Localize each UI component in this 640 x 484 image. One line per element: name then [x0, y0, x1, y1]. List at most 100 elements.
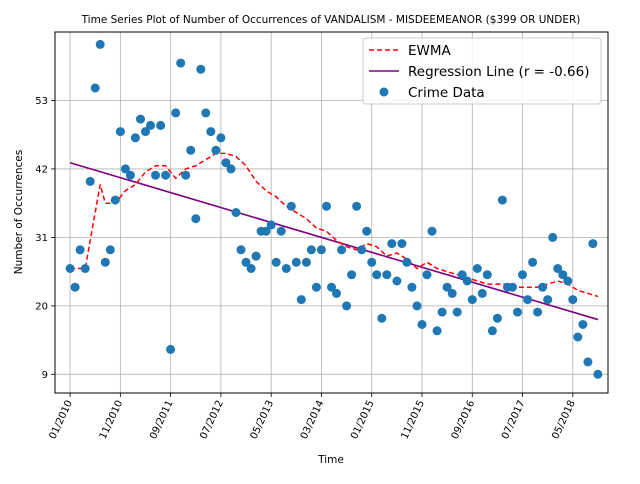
- ewma-series: [70, 152, 599, 298]
- data-point: [206, 127, 216, 137]
- data-point: [211, 145, 221, 155]
- x-tick-label: 01/2010: [48, 399, 76, 441]
- data-point: [472, 264, 482, 273]
- data-point: [196, 64, 206, 74]
- data-point: [95, 39, 105, 49]
- data-point: [100, 257, 110, 267]
- data-point: [110, 195, 120, 205]
- data-point: [392, 276, 402, 286]
- data-point: [176, 58, 186, 68]
- data-point: [342, 301, 352, 311]
- data-point: [251, 251, 261, 261]
- x-tick-label: 07/2012: [198, 399, 226, 441]
- data-point: [311, 282, 321, 292]
- data-point: [120, 164, 130, 174]
- data-point: [397, 239, 407, 249]
- data-point: [171, 108, 181, 118]
- data-point: [241, 257, 251, 267]
- data-point: [558, 270, 568, 280]
- data-point: [407, 282, 417, 292]
- data-point: [447, 288, 457, 298]
- data-point: [186, 145, 196, 155]
- data-point: [382, 270, 392, 280]
- data-point: [538, 282, 548, 292]
- data-point: [508, 282, 517, 292]
- x-tick-label: 01/2015: [349, 399, 377, 441]
- data-point: [477, 288, 487, 298]
- data-point: [296, 295, 306, 305]
- data-point: [367, 257, 377, 267]
- data-point: [482, 270, 492, 280]
- data-point: [221, 158, 231, 168]
- data-point: [357, 245, 367, 255]
- data-point: [593, 369, 603, 379]
- data-point: [412, 301, 422, 311]
- data-point: [467, 295, 477, 305]
- data-point: [191, 214, 201, 224]
- x-tick-label: 05/2018: [550, 399, 578, 441]
- legend-ewma-label: EWMA: [408, 43, 452, 59]
- y-axis-ticks: 9 20 31 42 53: [35, 96, 55, 381]
- data-point: [437, 307, 447, 317]
- data-point: [90, 83, 100, 93]
- x-tick-label: 09/2016: [450, 399, 478, 441]
- data-point: [146, 120, 155, 130]
- data-point: [266, 220, 276, 230]
- data-point: [327, 282, 336, 292]
- data-point: [347, 270, 357, 280]
- data-point: [492, 313, 502, 323]
- x-tick-label: 03/2014: [299, 399, 327, 441]
- data-point: [332, 288, 341, 298]
- data-point: [130, 133, 140, 143]
- regression-series: [69, 161, 599, 321]
- data-point: [417, 320, 427, 329]
- data-point: [151, 170, 160, 180]
- data-point: [70, 282, 80, 292]
- y-tick-label: 20: [35, 301, 48, 312]
- data-point: [432, 326, 442, 336]
- data-point: [322, 201, 331, 211]
- y-tick-label: 53: [35, 96, 48, 107]
- data-point: [362, 226, 372, 236]
- data-point: [276, 226, 286, 236]
- data-point: [105, 245, 115, 255]
- x-axis-ticks: 01/2010 11/2010 09/2011 07/2012 05/2013 03/20…: [48, 393, 578, 441]
- data-point: [523, 295, 533, 305]
- data-point: [231, 208, 241, 217]
- x-tick-label: 09/2011: [148, 399, 176, 441]
- data-point: [246, 264, 256, 273]
- data-point: [573, 332, 583, 342]
- data-point: [402, 257, 412, 267]
- data-point: [563, 276, 573, 286]
- data-point: [136, 114, 145, 124]
- data-point: [427, 226, 437, 236]
- data-point: [286, 201, 296, 211]
- y-axis-label: Number of Occurrences: [13, 150, 25, 274]
- data-point: [578, 320, 588, 329]
- data-point: [141, 127, 150, 137]
- data-point: [543, 295, 553, 305]
- legend-points-swatch: [379, 87, 389, 97]
- data-point: [513, 307, 522, 317]
- x-tick-label: 05/2013: [249, 399, 277, 441]
- data-point: [337, 245, 347, 255]
- data-point: [422, 270, 432, 280]
- data-point: [226, 164, 236, 174]
- data-point: [80, 264, 90, 273]
- data-point: [487, 326, 497, 336]
- data-point: [166, 344, 176, 354]
- crime-data-series: [65, 39, 603, 379]
- y-tick-label: 31: [35, 233, 48, 244]
- x-tick-label: 11/2015: [399, 399, 427, 441]
- data-point: [316, 245, 326, 255]
- data-point: [236, 245, 246, 255]
- data-point: [216, 133, 226, 143]
- y-tick-label: 42: [35, 164, 48, 175]
- data-point: [533, 307, 543, 317]
- data-point: [457, 270, 467, 280]
- data-point: [583, 357, 593, 367]
- data-point: [201, 108, 211, 118]
- data-point: [442, 282, 452, 292]
- data-point: [306, 245, 316, 255]
